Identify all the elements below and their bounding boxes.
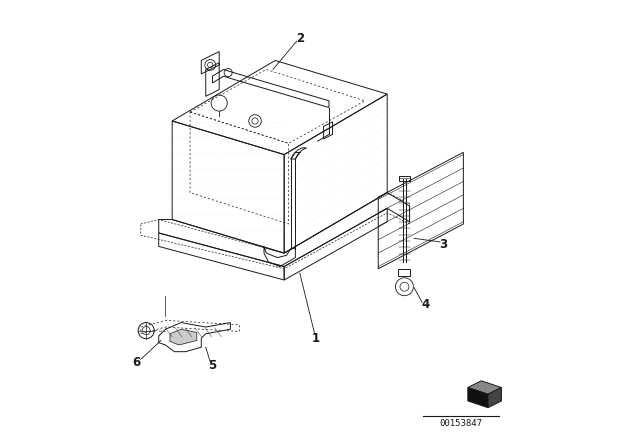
Text: 00153847: 00153847: [440, 419, 483, 428]
Polygon shape: [488, 388, 502, 408]
Text: 2: 2: [296, 31, 304, 45]
Polygon shape: [468, 381, 502, 394]
Text: 3: 3: [439, 237, 447, 251]
Polygon shape: [170, 329, 196, 345]
Text: 1: 1: [312, 332, 319, 345]
Text: 6: 6: [132, 356, 140, 370]
Text: 4: 4: [421, 298, 429, 311]
Polygon shape: [468, 388, 488, 408]
Text: 5: 5: [209, 358, 216, 372]
